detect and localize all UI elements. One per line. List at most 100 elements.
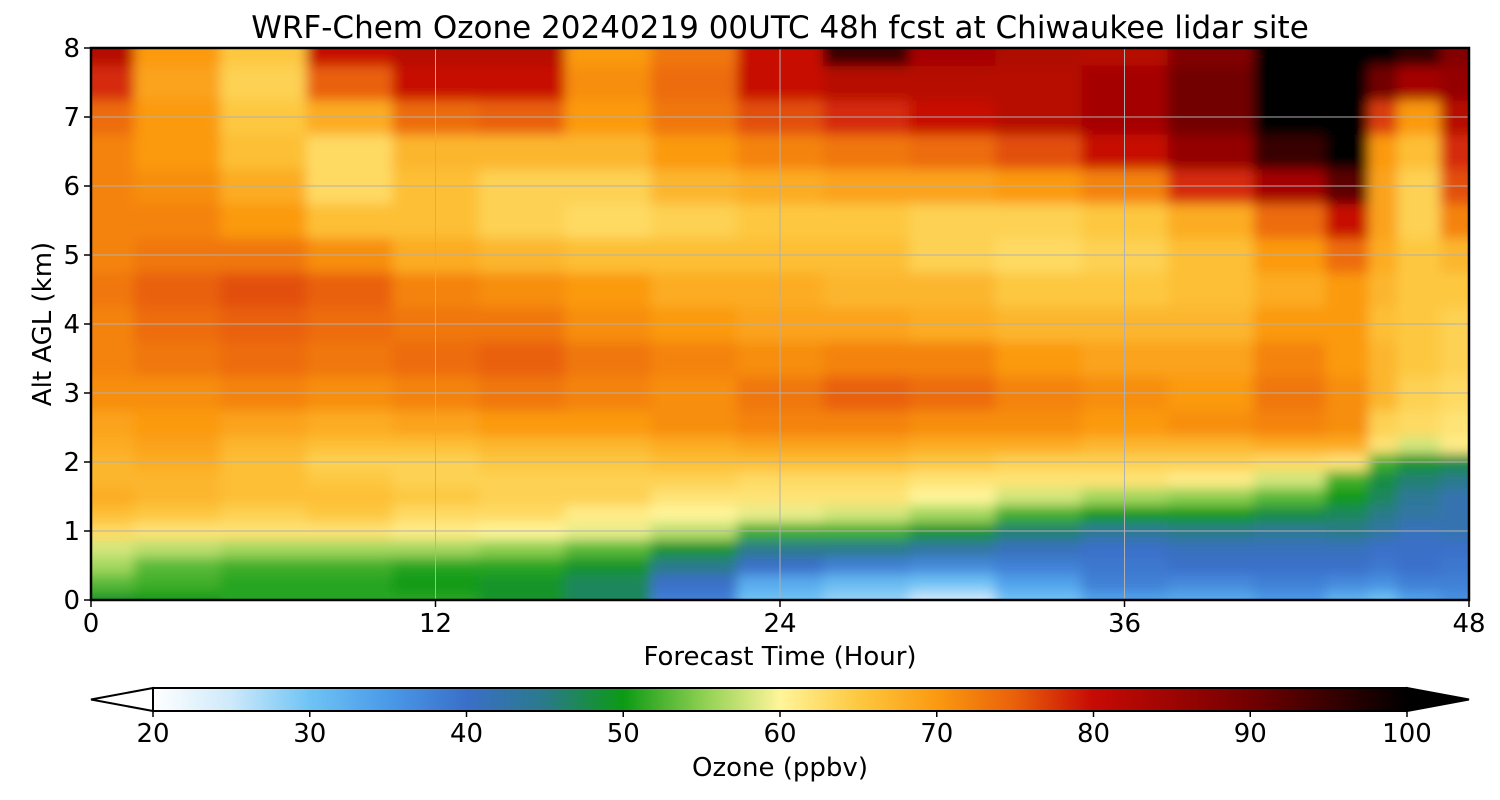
heatmap-cell (1253, 505, 1327, 523)
heatmap-cell (1253, 65, 1327, 101)
heatmap-cell (650, 65, 738, 101)
heatmap-cell (650, 436, 738, 454)
heatmap-cell (1167, 591, 1255, 600)
heatmap-cell (909, 272, 996, 308)
colorbar-tick-label: 30 (293, 719, 326, 749)
heatmap-cell (1167, 341, 1255, 377)
y-tick-label: 7 (63, 103, 80, 133)
heatmap-cell (1325, 505, 1370, 523)
heatmap-cell (91, 556, 135, 575)
heatmap-cell (478, 574, 566, 592)
heatmap-cell (220, 48, 307, 66)
heatmap-cell (1325, 341, 1370, 377)
colorbar: 20 30 40 50 60 70 80 90 100 Ozone (ppbv) (90, 686, 1470, 783)
heatmap-cell (478, 341, 566, 377)
heatmap-cell (823, 65, 910, 101)
y-tick-label: 0 (63, 586, 80, 616)
heatmap-cell (1253, 487, 1327, 506)
y-tick-label: 3 (63, 379, 80, 409)
heatmap-cell (1253, 591, 1327, 600)
heatmap-cell (995, 470, 1083, 489)
heatmap-cell (220, 505, 307, 523)
heatmap-cell (220, 556, 307, 575)
heatmap-cell (564, 505, 652, 523)
heatmap-cell (91, 487, 135, 506)
heatmap-cell (478, 48, 566, 66)
heatmap-cell (1440, 65, 1469, 101)
heatmap-cell (306, 591, 394, 600)
y-axis-label: Alt AGL (km) (28, 242, 58, 406)
heatmap-cell (650, 410, 738, 437)
colorbar-tick-label: 50 (607, 719, 640, 749)
heatmap-cell (650, 591, 738, 600)
heatmap-cell (909, 410, 996, 437)
heatmap-cell (478, 591, 566, 600)
heatmap-cell (478, 65, 566, 101)
heatmap-cell (564, 436, 652, 454)
heatmap-cell (1253, 203, 1327, 239)
heatmap-cell (1397, 574, 1441, 592)
heatmap-cell (1167, 272, 1255, 308)
heatmap-cell (909, 203, 996, 239)
heatmap-cell (1368, 591, 1398, 600)
heatmap-cell (909, 574, 996, 592)
heatmap-cell (823, 539, 910, 558)
heatmap-cell (478, 487, 566, 506)
heatmap-cell (1167, 48, 1255, 66)
heatmap-cell (1253, 341, 1327, 377)
heatmap-cell (909, 470, 996, 489)
heatmap-cell (478, 134, 566, 170)
heatmap-cell (995, 410, 1083, 437)
heatmap-cell (823, 436, 910, 454)
heatmap-cell (1253, 470, 1327, 489)
heatmap-cell (1253, 574, 1327, 592)
heatmap-cell (220, 591, 307, 600)
y-tick-label: 4 (63, 310, 80, 340)
heatmap-cell (134, 341, 221, 377)
heatmap-cell (1325, 436, 1370, 454)
heatmap-cell (1397, 272, 1441, 308)
heatmap-cell (1167, 134, 1255, 170)
heatmap-cell (909, 48, 996, 66)
heatmap-cell (306, 203, 394, 239)
heatmap-cell (564, 134, 652, 170)
heatmap-cell (650, 556, 738, 575)
heatmap-cell (1368, 134, 1398, 170)
heatmap-cell (1397, 556, 1441, 575)
heatmap-cell (1325, 203, 1370, 239)
heatmap-cell (1397, 203, 1441, 239)
heatmap-cell (564, 556, 652, 575)
heatmap-cell (823, 556, 910, 575)
heatmap-cell (220, 574, 307, 592)
heatmap-cell (1325, 556, 1370, 575)
heatmap-cell (220, 470, 307, 489)
heatmap-cell (134, 48, 221, 66)
heatmap-cell (220, 410, 307, 437)
heatmap-cell (1253, 539, 1327, 558)
y-axis: 0 1 2 3 4 5 6 7 8 (63, 34, 91, 616)
heatmap-cell (1167, 470, 1255, 489)
heatmap-cell (306, 436, 394, 454)
colorbar-label: Ozone (ppbv) (692, 753, 868, 783)
heatmap-cell (1440, 470, 1469, 489)
heatmap-cell (1167, 203, 1255, 239)
heatmap-cell (91, 410, 135, 437)
heatmap-cell (564, 272, 652, 308)
x-tick-label: 48 (1452, 609, 1485, 639)
heatmap-cell (1167, 65, 1255, 101)
heatmap-cell (306, 539, 394, 558)
heatmap-cell (909, 341, 996, 377)
heatmap-cell (650, 539, 738, 558)
x-tick-label: 12 (419, 609, 452, 639)
heatmap-cell (823, 487, 910, 506)
heatmap-cell (1397, 436, 1441, 454)
heatmap-cell (909, 134, 996, 170)
heatmap-cell (134, 410, 221, 437)
heatmap-cell (306, 487, 394, 506)
heatmap-cell (995, 341, 1083, 377)
heatmap-cell (823, 203, 910, 239)
heatmap-cell (220, 487, 307, 506)
heatmap-cell (909, 591, 996, 600)
heatmap-cell (909, 505, 996, 523)
heatmap-cell (1440, 134, 1469, 170)
